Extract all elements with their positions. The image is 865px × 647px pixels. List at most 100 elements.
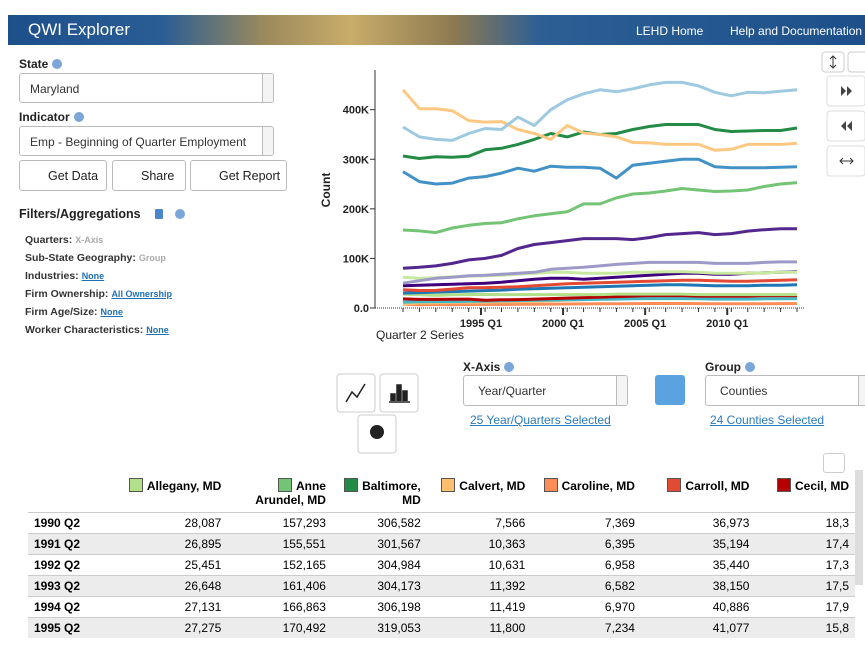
label-text: State xyxy=(19,57,48,71)
column-name: Baltimore, MD xyxy=(362,479,421,507)
corner xyxy=(28,470,110,512)
table-cell: 10,363 xyxy=(427,533,532,554)
line-view-button[interactable] xyxy=(337,374,375,412)
chart-subtitle: Quarter 2 Series xyxy=(376,328,464,342)
share-button[interactable]: Share xyxy=(112,160,186,191)
table-cell: 27,131 xyxy=(110,596,228,617)
filter-label: Firm Ownership: xyxy=(25,288,108,300)
table-cell: 304,984 xyxy=(332,554,427,575)
button-text: Share xyxy=(141,169,174,183)
table-cell: 161,406 xyxy=(227,575,332,596)
select-value: Counties xyxy=(720,384,767,398)
table-cell: 27,275 xyxy=(110,617,228,638)
data-table: Allegany, MDAnne Arundel, MDBaltimore, M… xyxy=(28,470,855,638)
row-label: 1995 Q2 xyxy=(28,617,110,638)
field-label: X-Axis xyxy=(463,360,514,374)
nav-link[interactable]: Help and Documentation xyxy=(730,24,862,38)
table-cell: 7,234 xyxy=(531,617,641,638)
group-link[interactable]: 24 Counties Selected xyxy=(710,413,824,427)
table-cell: 36,973 xyxy=(641,512,755,533)
filter-value[interactable]: All Ownership xyxy=(111,289,172,299)
row-label: 1992 Q2 xyxy=(28,554,110,575)
table-cell: 17,5 xyxy=(755,575,855,596)
table-cell: 6,970 xyxy=(531,596,641,617)
scrollbar xyxy=(855,470,863,585)
header-bar: QWI Explorer LEHD Home Help and Document… xyxy=(8,15,865,45)
filter-value[interactable]: None xyxy=(101,307,124,317)
series-line xyxy=(403,125,797,159)
table-cell: 35,440 xyxy=(641,554,755,575)
filter-row: Quarters:X-Axis xyxy=(25,234,172,252)
table-cell: 170,492 xyxy=(227,617,332,638)
table-cell: 152,165 xyxy=(227,554,332,575)
table-cell: 166,863 xyxy=(227,596,332,617)
select-value: Year/Quarter xyxy=(478,384,546,398)
filter-label: Worker Characteristics: xyxy=(25,324,143,336)
table-cell: 301,567 xyxy=(332,533,427,554)
filters-title: Filters/Aggregations xyxy=(19,207,185,221)
column-name: Calvert, MD xyxy=(459,479,525,493)
column-header: Allegany, MD xyxy=(110,470,228,512)
table-cell: 26,895 xyxy=(110,533,228,554)
table-cell: 306,198 xyxy=(332,596,427,617)
table-cell: 6,395 xyxy=(531,533,641,554)
table-cell: 40,886 xyxy=(641,596,755,617)
table-cell: 17,4 xyxy=(755,533,855,554)
x-axis-select[interactable]: Year/Quarter xyxy=(463,375,628,406)
filter-label: Firm Age/Size: xyxy=(25,306,98,318)
label-text: Group xyxy=(705,360,741,374)
legend-swatch xyxy=(667,478,681,492)
table-cell: 11,419 xyxy=(427,596,532,617)
y-tick-label: 200K xyxy=(343,204,369,216)
row-label: 1991 Q2 xyxy=(28,533,110,554)
x-axis-link[interactable]: 25 Year/Quarters Selected xyxy=(470,413,611,427)
indicator-select[interactable]: Emp - Beginning of Quarter Employment xyxy=(19,126,274,156)
column-header: Baltimore, MD xyxy=(332,470,427,512)
y-tick-label: 100K xyxy=(343,253,369,265)
table-cell: 157,293 xyxy=(227,512,332,533)
table-cell: 319,053 xyxy=(332,617,427,638)
table-cell: 6,958 xyxy=(531,554,641,575)
series-line xyxy=(403,183,797,233)
filter-row: Worker Characteristics:None xyxy=(25,324,172,342)
get-data-button[interactable]: Get Data xyxy=(19,160,107,191)
series-line xyxy=(403,294,797,295)
column-name: Allegany, MD xyxy=(147,479,221,493)
legend-swatch xyxy=(441,478,455,492)
table-cell: 41,077 xyxy=(641,617,755,638)
page: Quarter 2 Series Count 0.0100K200K300K40… xyxy=(0,0,865,647)
state-select[interactable]: Maryland xyxy=(19,73,274,103)
table-cell: 28,087 xyxy=(110,512,228,533)
column-name: Cecil, MD xyxy=(795,479,849,493)
report-button[interactable]: Get Report xyxy=(190,160,287,191)
table-cell: 38,150 xyxy=(641,575,755,596)
filter-value[interactable]: None xyxy=(82,271,105,281)
group-select[interactable]: Counties xyxy=(705,375,865,406)
table-row: 1992 Q225,451152,165304,98410,6316,95835… xyxy=(28,554,855,575)
button-text: Get Report xyxy=(219,169,280,183)
x-tick-label: 1995 Q1 xyxy=(460,318,502,330)
table-cell: 306,582 xyxy=(332,512,427,533)
field-label: Group xyxy=(705,360,755,374)
table-cell: 17,3 xyxy=(755,554,855,575)
swap-button[interactable] xyxy=(655,375,685,405)
y-axis-label: Count xyxy=(319,173,333,208)
table-cell: 25,451 xyxy=(110,554,228,575)
y-tick-label: 400K xyxy=(343,105,369,117)
filter-value[interactable]: None xyxy=(146,325,169,335)
view-buttons xyxy=(336,373,426,455)
nav-link[interactable]: LEHD Home xyxy=(636,24,703,38)
fullscreen-button[interactable] xyxy=(848,52,865,72)
row-label: 1994 Q2 xyxy=(28,596,110,617)
table-cell: 7,566 xyxy=(427,512,532,533)
globe-icon xyxy=(370,425,384,439)
table-cell: 35,194 xyxy=(641,533,755,554)
filter-label: Industries: xyxy=(25,270,79,282)
table-cell: 11,800 xyxy=(427,617,532,638)
table-cell: 7,369 xyxy=(531,512,641,533)
series-line xyxy=(403,90,797,151)
